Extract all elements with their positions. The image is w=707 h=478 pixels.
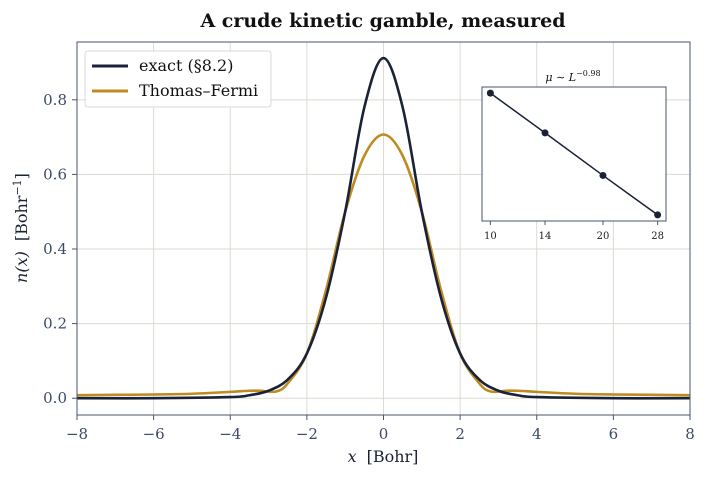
y-tick-label: 0.2 <box>43 315 67 333</box>
y-tick-label: 0.6 <box>43 165 67 183</box>
legend: exact (§8.2) Thomas–Fermi <box>84 50 272 108</box>
x-tick-label: −2 <box>296 425 318 443</box>
legend-label-exact: exact (§8.2) <box>139 56 233 75</box>
y-tick-label: 0.4 <box>43 240 67 258</box>
legend-label-thomas-fermi: Thomas–Fermi <box>139 81 258 100</box>
y-axis-unit-close: ] <box>12 173 31 179</box>
x-tick-label: −6 <box>143 425 165 443</box>
inset-point <box>654 211 662 219</box>
y-axis-unit: [Bohr <box>12 195 31 241</box>
y-axis-label: n(x) [Bohr−1] <box>11 173 31 283</box>
inset-series-line <box>489 92 659 216</box>
inset-series-layer <box>486 89 662 219</box>
y-tick-label: 0.8 <box>43 91 67 109</box>
legend-box <box>84 50 272 108</box>
x-tick-label: 0 <box>379 425 389 443</box>
chart-title: A crude kinetic gamble, measured <box>199 10 565 32</box>
inset-x-tick-label: 28 <box>651 231 664 242</box>
x-tick-label: 8 <box>685 425 695 443</box>
x-axis-symbol: x <box>348 447 357 466</box>
y-axis-ticks: 0.0 0.2 0.4 0.6 0.8 <box>43 91 77 407</box>
series-line-exact <box>76 56 691 400</box>
inset-x-tick-label: 20 <box>597 231 610 242</box>
inset-frame <box>481 86 667 222</box>
inset-x-tick-label: 14 <box>539 231 552 242</box>
inset-point <box>599 171 607 179</box>
inset-point <box>486 89 494 97</box>
inset-title-exponent: −0.98 <box>576 69 601 78</box>
x-tick-label: 2 <box>455 425 465 443</box>
x-axis-unit: [Bohr] <box>367 447 419 466</box>
inset-point <box>541 129 549 137</box>
series-line-thomas-fermi <box>76 133 691 397</box>
x-axis-ticks: −8 −6 −4 −2 0 2 4 6 8 <box>66 415 695 443</box>
x-tick-label: −4 <box>219 425 241 443</box>
inset-chart: 10 14 20 28 μ ∼ L−0.98 <box>481 69 667 242</box>
y-axis-unit-exponent: −1 <box>11 179 24 195</box>
y-tick-label: 0.0 <box>43 389 67 407</box>
x-tick-label: −8 <box>66 425 88 443</box>
y-axis-symbol: n(x) <box>12 251 31 283</box>
inset-title: μ ∼ L−0.98 <box>545 69 600 84</box>
series-layer <box>76 56 691 400</box>
x-tick-label: 4 <box>532 425 542 443</box>
inset-x-axis-ticks: 10 14 20 28 <box>484 221 664 242</box>
inset-title-text: μ ∼ L <box>545 71 576 84</box>
x-tick-label: 6 <box>609 425 619 443</box>
x-axis-label: x [Bohr] <box>348 447 419 466</box>
inset-x-tick-label: 10 <box>484 231 497 242</box>
